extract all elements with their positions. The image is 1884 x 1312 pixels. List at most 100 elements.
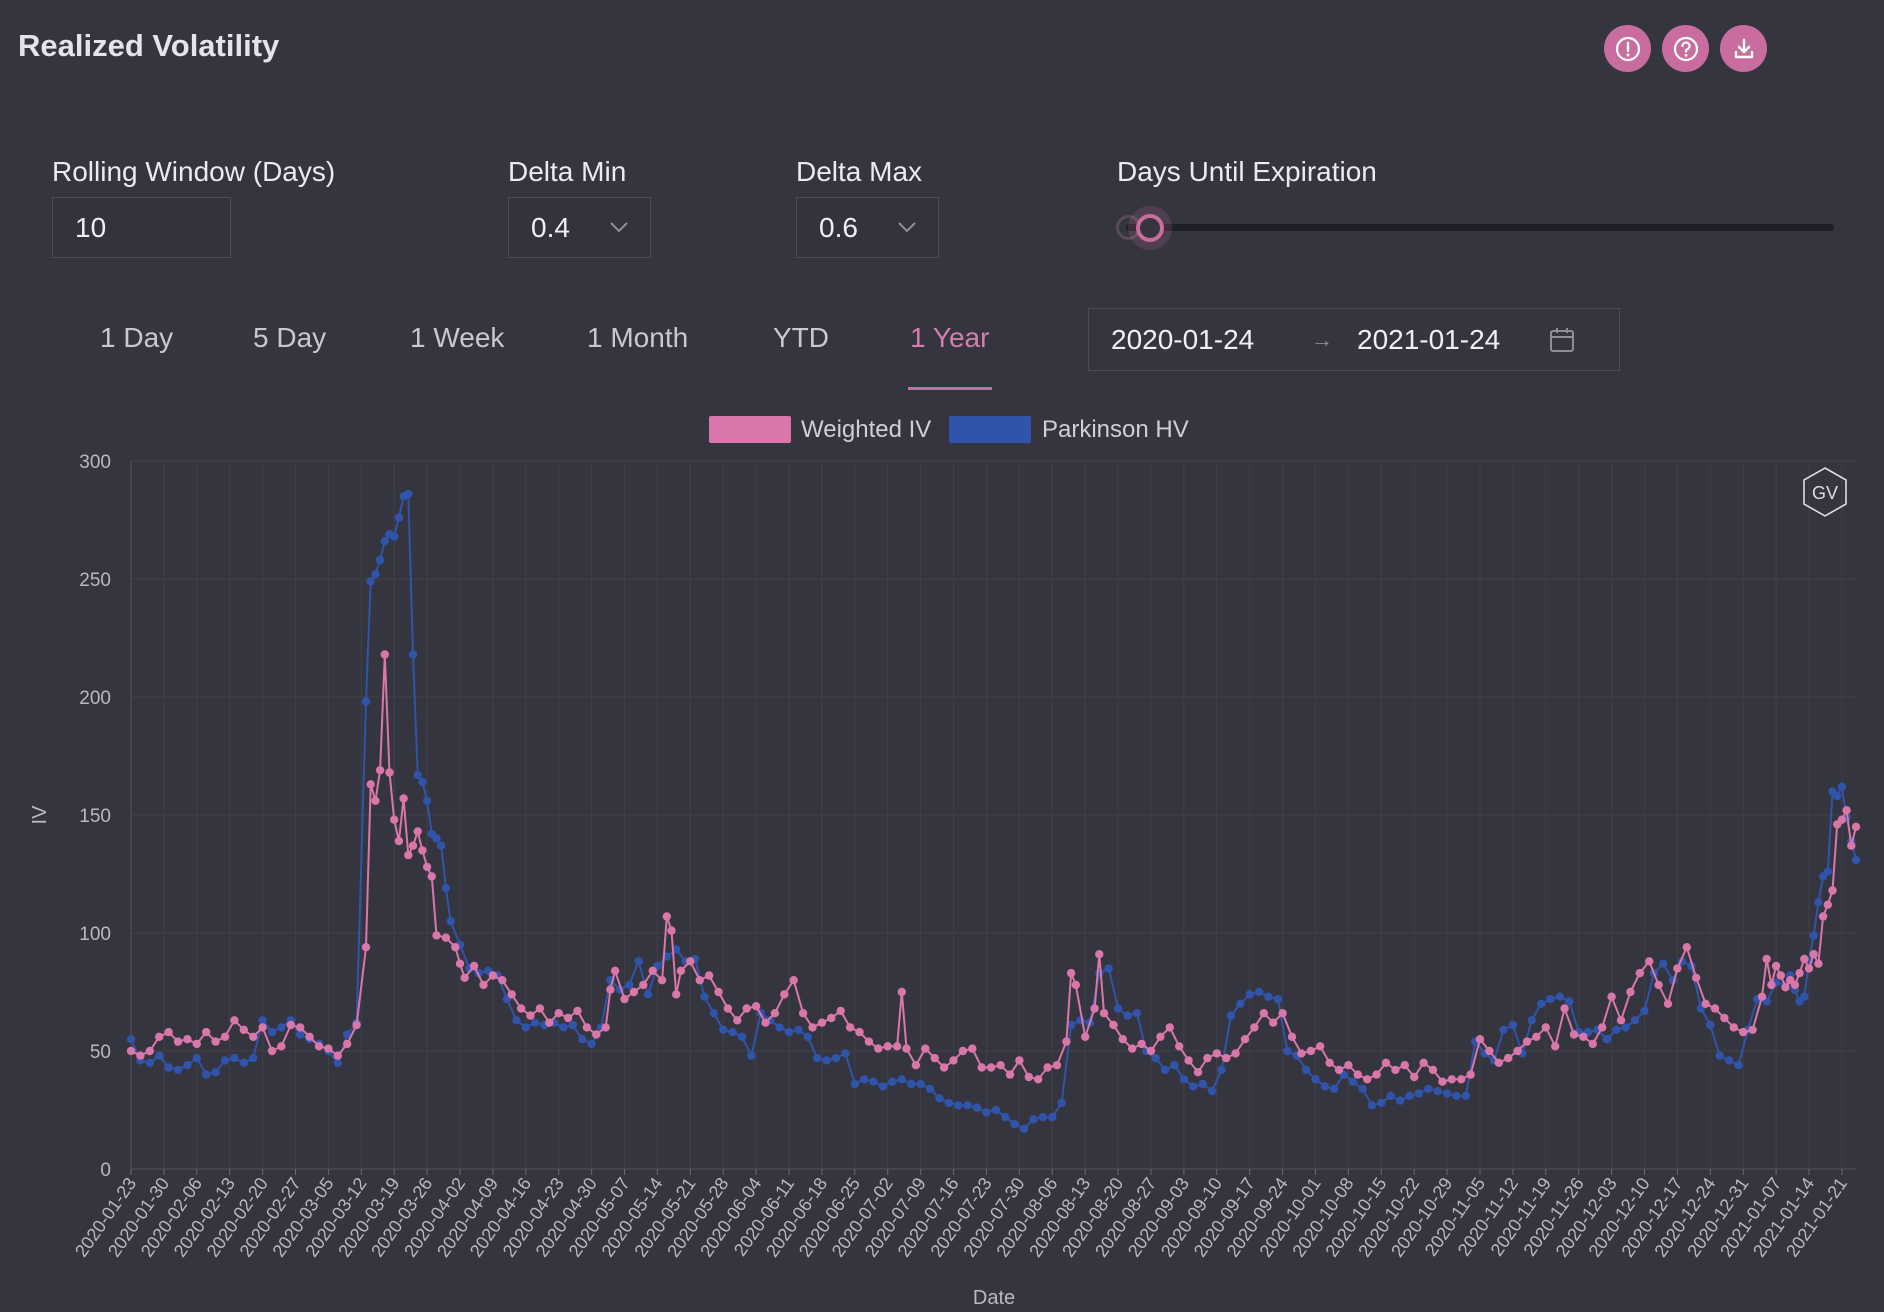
- data-point-weighted-iv: [1673, 964, 1682, 973]
- data-point-parkinson-hv: [700, 992, 709, 1001]
- data-point-parkinson-hv: [1800, 992, 1809, 1001]
- rolling-window-input[interactable]: 10: [52, 197, 231, 258]
- data-point-parkinson-hv: [1442, 1089, 1452, 1098]
- data-point-weighted-iv: [855, 1027, 864, 1037]
- data-point-weighted-iv: [789, 976, 798, 985]
- legend-label-parkinson-hv[interactable]: Parkinson HV: [1042, 416, 1189, 443]
- y-tick-label: 300: [79, 452, 111, 473]
- data-point-weighted-iv: [1588, 1039, 1598, 1049]
- data-point-weighted-iv: [324, 1044, 333, 1053]
- data-point-weighted-iv: [1325, 1058, 1334, 1068]
- dte-slider-track[interactable]: [1126, 224, 1834, 231]
- data-point-weighted-iv: [202, 1027, 211, 1037]
- data-point-parkinson-hv: [1433, 1086, 1442, 1096]
- data-point-parkinson-hv: [1113, 1004, 1123, 1013]
- help-button[interactable]: [1662, 25, 1709, 72]
- data-point-weighted-iv: [314, 1042, 324, 1051]
- data-point-weighted-iv: [545, 1018, 554, 1027]
- date-range-picker[interactable]: 2020-01-24 → 2021-01-24: [1088, 308, 1620, 371]
- data-point-weighted-iv: [380, 650, 389, 659]
- data-point-weighted-iv: [1344, 1061, 1353, 1070]
- data-point-parkinson-hv: [404, 489, 413, 499]
- data-point-weighted-iv: [1146, 1046, 1156, 1056]
- legend-label-weighted-iv[interactable]: Weighted IV: [801, 416, 932, 443]
- data-point-weighted-iv: [1297, 1049, 1306, 1058]
- data-point-weighted-iv: [1287, 1032, 1297, 1042]
- tab-5-day[interactable]: 5 Day: [253, 322, 327, 353]
- rolling-window-value: 10: [75, 211, 107, 243]
- y-tick-label: 50: [90, 1042, 111, 1063]
- data-point-parkinson-hv: [1264, 992, 1273, 1001]
- data-point-parkinson-hv: [1814, 898, 1823, 907]
- info-button[interactable]: [1604, 25, 1651, 72]
- legend-swatch-parkinson-hv[interactable]: [949, 416, 1031, 443]
- data-point-parkinson-hv: [1405, 1091, 1414, 1101]
- data-point-weighted-iv: [817, 1018, 827, 1027]
- data-point-parkinson-hv: [1715, 1051, 1724, 1060]
- data-point-parkinson-hv: [813, 1053, 822, 1063]
- data-point-parkinson-hv: [446, 917, 455, 926]
- data-point-weighted-iv: [479, 980, 488, 990]
- start-date[interactable]: 2020-01-24: [1111, 324, 1255, 355]
- data-point-weighted-iv: [1771, 961, 1781, 971]
- data-point-weighted-iv: [305, 1032, 314, 1042]
- data-point-weighted-iv: [1043, 1063, 1052, 1072]
- data-point-weighted-iv: [1193, 1068, 1203, 1077]
- data-point-parkinson-hv: [1555, 992, 1565, 1001]
- tab-1-day[interactable]: 1 Day: [100, 322, 174, 353]
- data-point-parkinson-hv: [1207, 1086, 1217, 1096]
- data-point-weighted-iv: [554, 1009, 563, 1018]
- data-point-weighted-iv: [126, 1046, 136, 1056]
- data-point-weighted-iv: [422, 862, 432, 872]
- data-point-weighted-iv: [277, 1042, 286, 1051]
- data-point-weighted-iv: [1616, 1016, 1626, 1025]
- data-point-parkinson-hv: [1837, 782, 1847, 791]
- data-point-weighted-iv: [1240, 1035, 1250, 1044]
- data-point-weighted-iv: [507, 990, 516, 999]
- y-tick-label: 100: [79, 924, 111, 945]
- data-point-parkinson-hv: [1217, 1065, 1226, 1075]
- delta-max-select[interactable]: 0.6: [796, 197, 939, 258]
- data-point-parkinson-hv: [1123, 1011, 1132, 1020]
- delta-min-select[interactable]: 0.4: [508, 197, 651, 258]
- download-button[interactable]: [1720, 25, 1767, 72]
- data-point-parkinson-hv: [1659, 959, 1668, 968]
- legend-swatch-weighted-iv[interactable]: [709, 416, 791, 443]
- dte-slider-max-thumb[interactable]: [1136, 214, 1164, 242]
- data-point-parkinson-hv: [1461, 1091, 1471, 1101]
- data-point-weighted-iv: [361, 943, 371, 952]
- data-point-parkinson-hv: [418, 777, 427, 787]
- data-point-weighted-iv: [1682, 943, 1692, 952]
- tab-ytd[interactable]: YTD: [773, 322, 829, 353]
- data-point-weighted-iv: [714, 987, 723, 997]
- data-point-weighted-iv: [1005, 1070, 1015, 1079]
- x-axis: 2020-01-232020-01-302020-02-062020-02-13…: [71, 1169, 1851, 1261]
- data-point-parkinson-hv: [982, 1108, 991, 1117]
- data-point-parkinson-hv: [375, 555, 385, 565]
- tab-1-year[interactable]: 1 Year: [910, 322, 990, 353]
- data-point-weighted-iv: [1457, 1075, 1466, 1084]
- page-title: Realized Volatility: [18, 28, 280, 63]
- data-point-parkinson-hv: [1283, 1046, 1292, 1056]
- data-point-parkinson-hv: [249, 1053, 258, 1063]
- data-point-weighted-iv: [892, 1042, 902, 1051]
- end-date[interactable]: 2021-01-24: [1357, 324, 1501, 355]
- tab-1-month[interactable]: 1 Month: [587, 322, 689, 353]
- volatility-chart[interactable]: 0 50 100 150 200 250 300 2020-01-232020-01-302…: [0, 440, 1884, 1312]
- data-point-parkinson-hv: [784, 1027, 794, 1037]
- data-point-parkinson-hv: [1236, 999, 1245, 1008]
- data-point-parkinson-hv: [954, 1101, 963, 1110]
- data-point-weighted-iv: [1447, 1075, 1457, 1084]
- data-point-weighted-iv: [394, 836, 404, 846]
- tab-1-week[interactable]: 1 Week: [410, 322, 505, 353]
- data-point-weighted-iv: [1353, 1070, 1363, 1079]
- data-point-weighted-iv: [629, 987, 639, 997]
- help-icon: [1673, 36, 1698, 61]
- data-point-parkinson-hv: [220, 1056, 230, 1065]
- data-point-weighted-iv: [573, 1006, 582, 1016]
- data-point-weighted-iv: [1118, 1035, 1128, 1044]
- chevron-down-icon: [898, 222, 916, 233]
- data-point-parkinson-hv: [1151, 1053, 1160, 1063]
- data-point-parkinson-hv: [737, 1032, 747, 1042]
- data-point-weighted-iv: [1034, 1075, 1043, 1084]
